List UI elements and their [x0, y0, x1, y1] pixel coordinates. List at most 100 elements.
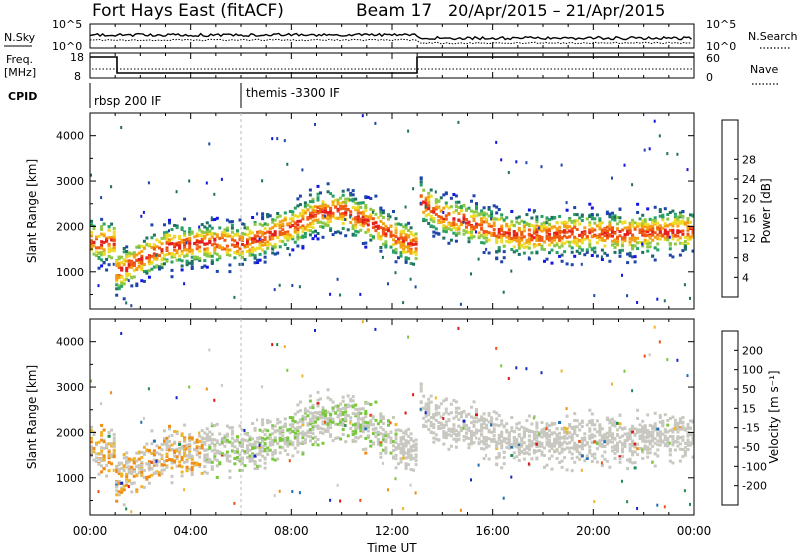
velocity-cell	[412, 448, 416, 452]
power-cell	[379, 235, 383, 239]
power-cell	[462, 204, 466, 208]
power-cell	[517, 215, 521, 219]
noise-ytick-bottom: 10^0	[52, 40, 82, 53]
velocity-cell	[427, 397, 431, 401]
power-cell	[477, 223, 481, 227]
power-cell	[246, 233, 249, 237]
velocity-cell	[470, 436, 473, 440]
power-cell	[583, 237, 587, 241]
velocity-cell	[439, 421, 443, 425]
velocity-cell	[598, 429, 602, 433]
power-cell	[407, 235, 411, 239]
power-cell	[271, 247, 275, 251]
velocity-cell	[364, 447, 368, 451]
velocity-cell	[163, 463, 166, 467]
power-cell	[555, 228, 559, 232]
velocity-cell	[241, 428, 244, 432]
power-cell	[326, 217, 330, 221]
velocity-cell	[600, 444, 604, 447]
velocity-cell	[663, 434, 667, 438]
velocity-cell	[532, 442, 536, 446]
power-cell	[117, 263, 121, 267]
power-cell	[381, 242, 385, 246]
power-cell	[225, 250, 229, 254]
power-cell	[616, 236, 619, 240]
velocity-cell	[205, 448, 209, 452]
velocity-cell	[261, 421, 265, 425]
velocity-cell	[195, 461, 199, 465]
velocity-cell	[502, 462, 506, 466]
power-cell	[545, 237, 549, 241]
power-cell	[412, 242, 416, 246]
power-cell	[651, 254, 654, 258]
power-cell	[500, 226, 504, 230]
power-cell	[102, 240, 106, 244]
power-cell	[175, 190, 178, 194]
velocity-cell	[319, 413, 322, 417]
velocity-cell	[419, 382, 423, 386]
velocity-cell	[190, 473, 194, 476]
velocity-cell	[676, 444, 680, 448]
power-cell	[510, 210, 514, 213]
velocity-cell	[331, 417, 335, 421]
velocity-cell	[130, 471, 134, 475]
velocity-cell	[314, 424, 317, 428]
velocity-cell	[137, 467, 141, 471]
velocity-cell	[646, 448, 650, 452]
power-cell	[233, 243, 237, 247]
velocity-cell	[678, 426, 682, 430]
power-cell	[457, 227, 461, 231]
velocity-cell	[271, 432, 275, 436]
power-cell	[283, 211, 287, 215]
velocity-cell	[369, 444, 373, 448]
velocity-cell	[387, 435, 390, 439]
velocity-cell	[600, 454, 604, 458]
power-cell	[210, 218, 214, 222]
velocity-cell	[165, 439, 169, 443]
power-cell	[527, 246, 531, 250]
velocity-cell	[646, 436, 650, 440]
power-cell	[258, 231, 262, 235]
power-cell	[180, 228, 184, 232]
power-cell	[158, 240, 161, 244]
velocity-cell	[213, 448, 217, 452]
velocity-cell	[220, 440, 224, 444]
velocity-cell	[306, 423, 310, 427]
velocity-cell	[497, 438, 501, 442]
velocity-cell	[349, 427, 353, 430]
power-cell	[495, 236, 499, 240]
velocity-cell	[404, 411, 407, 415]
velocity-cell	[505, 428, 509, 432]
power-cell	[112, 230, 116, 234]
power-cell	[165, 233, 169, 237]
velocity-cell	[603, 437, 607, 441]
velocity-cell	[480, 433, 484, 437]
power-cell	[643, 234, 647, 238]
velocity-cell	[165, 465, 169, 469]
velocity-cell	[618, 457, 622, 461]
power-cell	[472, 225, 476, 229]
power-cell	[364, 241, 368, 245]
velocity-cell	[535, 457, 539, 461]
power-cell	[550, 241, 554, 244]
velocity-cell	[515, 439, 519, 443]
velocity-cell	[321, 406, 325, 410]
power-cell	[429, 188, 433, 192]
velocity-cell	[686, 426, 690, 430]
velocity-cell	[339, 402, 343, 406]
power-cell	[286, 230, 290, 234]
velocity-cell	[190, 468, 194, 472]
power-cell	[432, 207, 436, 211]
power-cell	[208, 142, 211, 146]
power-cell	[558, 236, 562, 240]
velocity-cell	[507, 443, 511, 446]
velocity-cell	[452, 416, 456, 420]
velocity-cell	[497, 441, 501, 445]
power-cell	[485, 218, 489, 222]
power-cell	[170, 252, 174, 256]
power-cell	[580, 233, 584, 237]
power-cell	[364, 209, 368, 213]
velocity-cell	[432, 426, 436, 430]
velocity-cell	[97, 457, 101, 461]
velocity-cell	[117, 492, 121, 496]
